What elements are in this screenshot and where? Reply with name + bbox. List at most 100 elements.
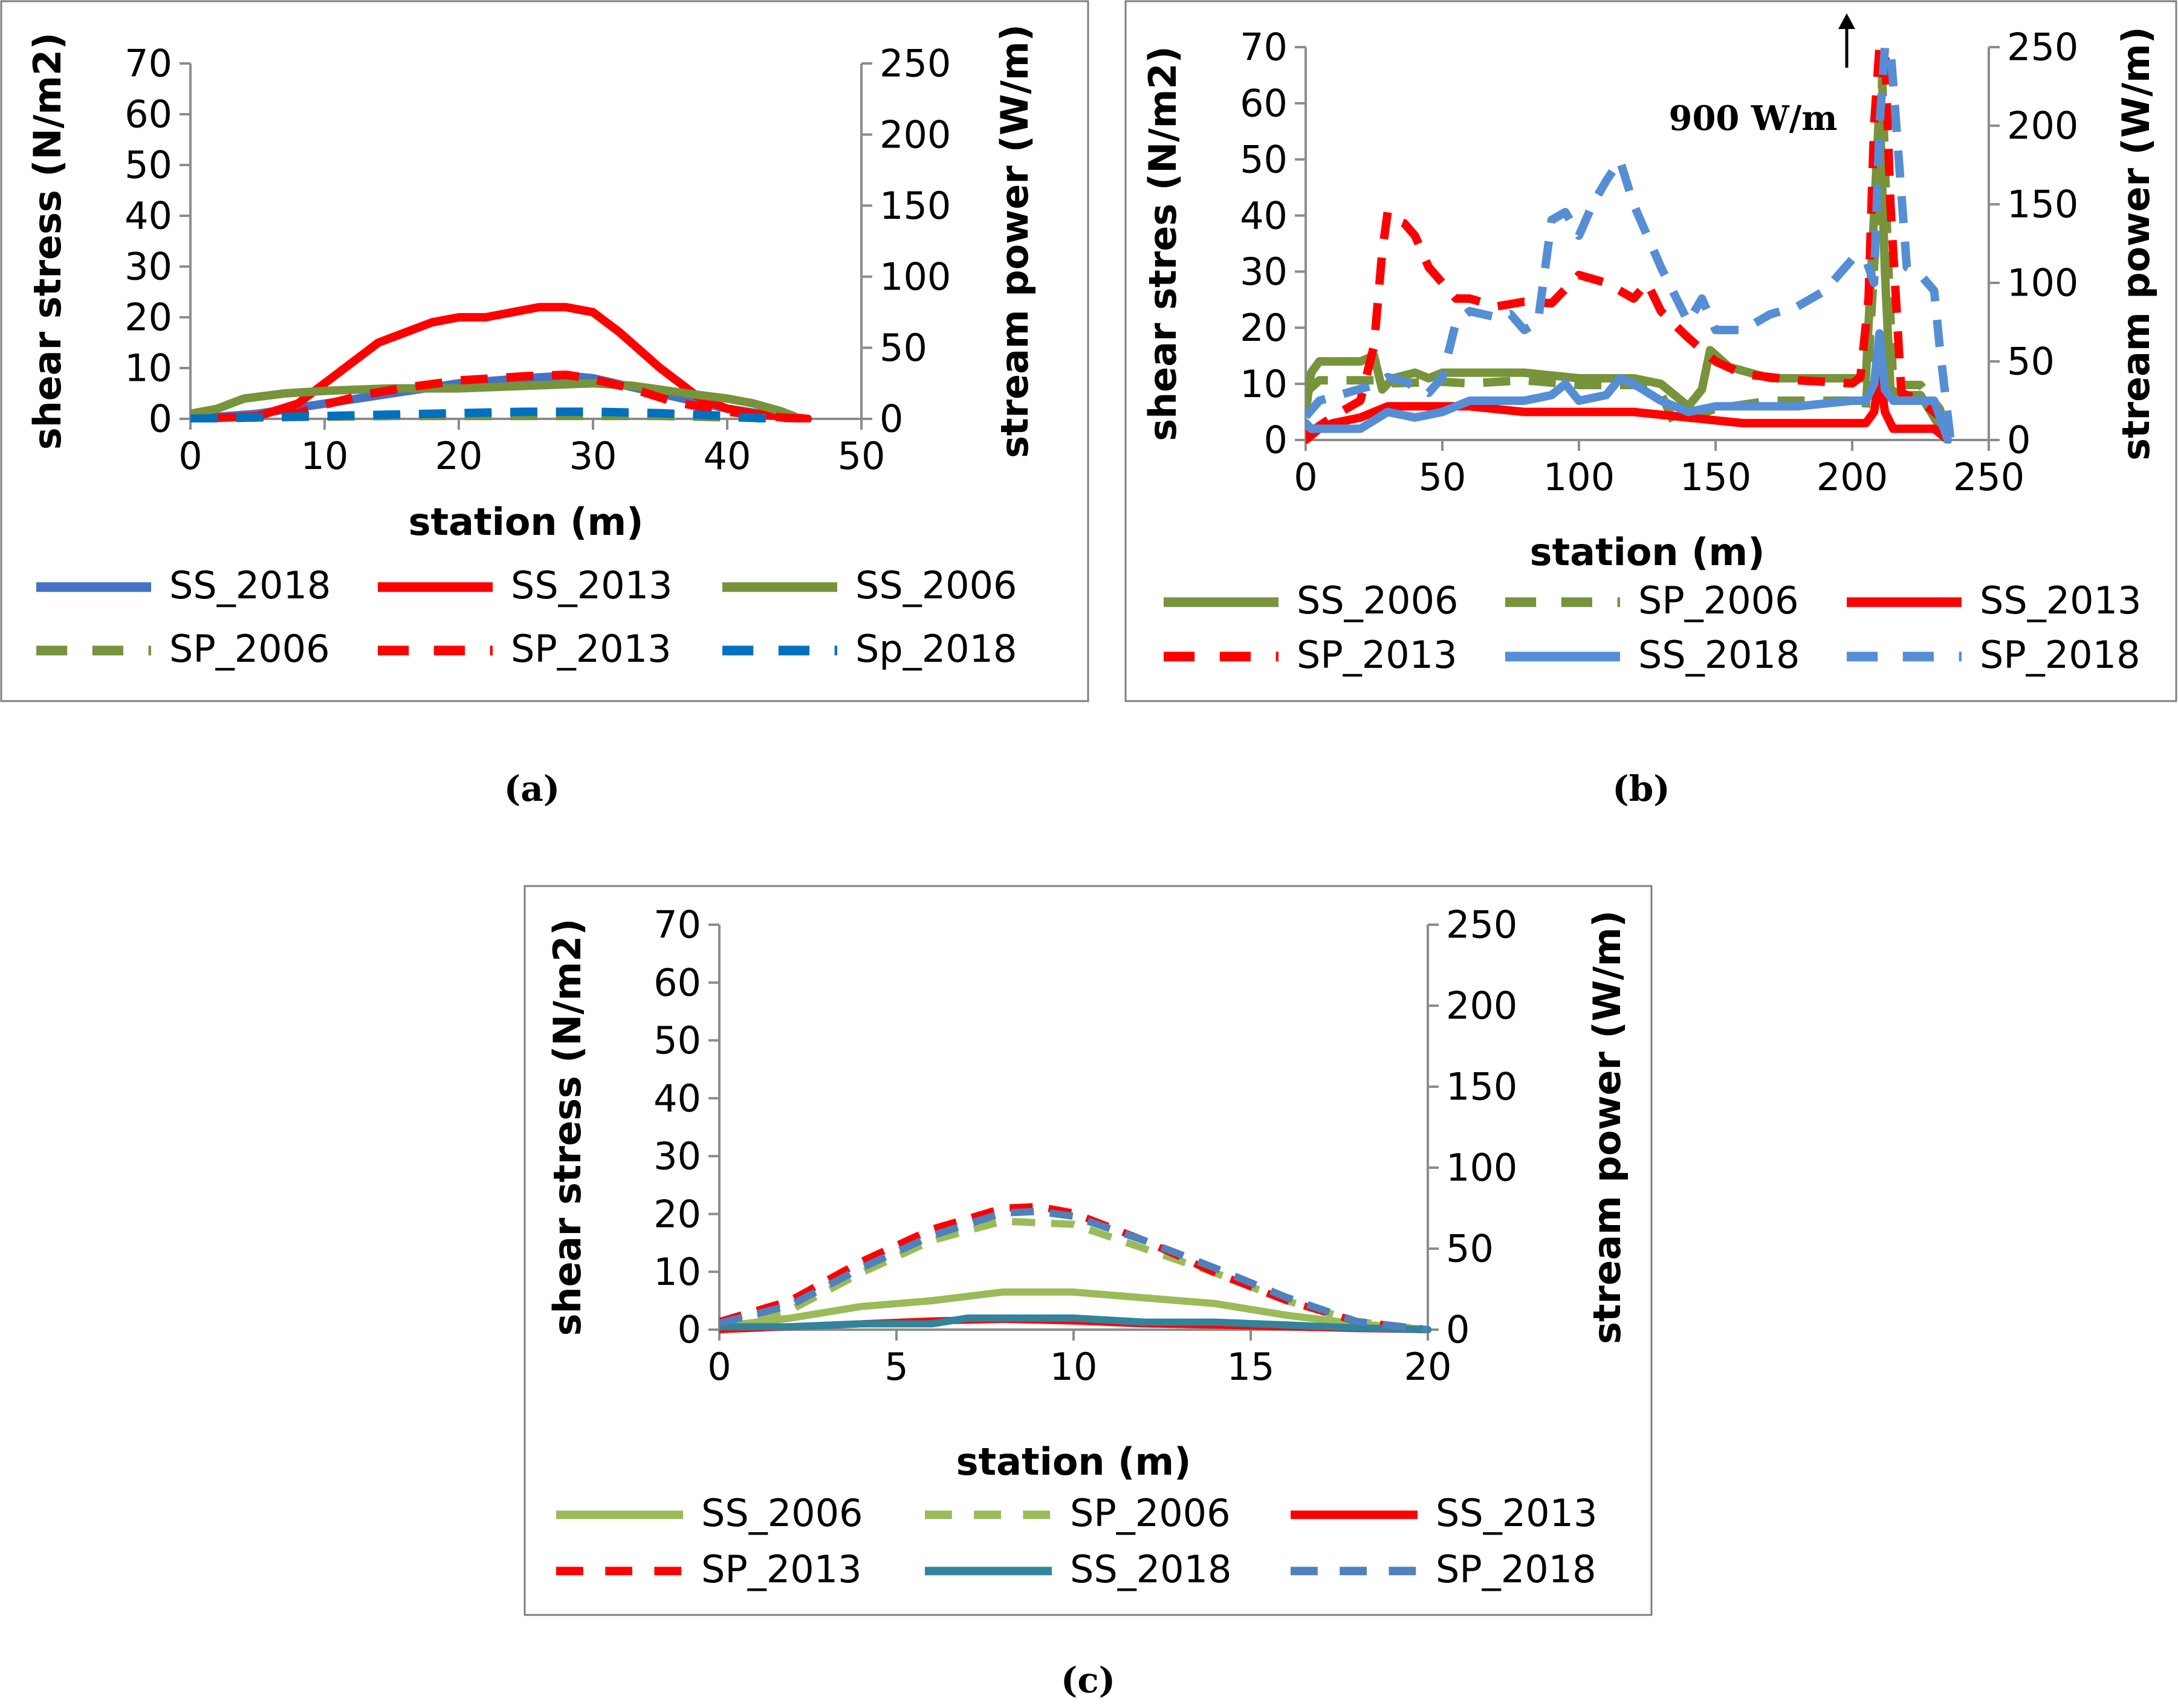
x-tick-label: 0 — [707, 1345, 731, 1389]
y-axis-title: shear stres (N/m2) — [1141, 46, 1185, 441]
legend-label: SS_2013 — [1980, 578, 2142, 623]
y2-tick-label: 250 — [1446, 903, 1517, 947]
legend-label: SP_2006 — [169, 627, 330, 671]
legend-label: SS_2013 — [1436, 1491, 1598, 1535]
x-axis-title: station (m) — [956, 1440, 1191, 1484]
chart-frame — [1124, 0, 2177, 702]
y2-tick-label: 100 — [2007, 261, 2078, 305]
y-tick-label: 20 — [653, 1192, 701, 1236]
series-line-ss-2018 — [719, 1314, 1431, 1333]
x-tick-label: 10 — [1050, 1345, 1098, 1389]
x-tick-label: 100 — [1543, 455, 1615, 499]
y-tick-label: 10 — [653, 1250, 701, 1294]
series-line-sp-2018 — [719, 1208, 1428, 1333]
series-line-ss-2013 — [1306, 368, 1953, 444]
legend-label: SP_2018 — [1980, 633, 2141, 677]
x-tick-label: 250 — [1953, 455, 2024, 499]
series-line-sp-2006 — [719, 1217, 1428, 1333]
y-tick-label: 70 — [1240, 25, 1288, 70]
y-tick-label: 40 — [1240, 193, 1288, 238]
panel-caption: (c) — [1061, 1660, 1115, 1701]
x-tick-label: 20 — [1404, 1345, 1452, 1389]
series-group — [719, 1203, 1431, 1333]
x-tick-label: 0 — [1294, 455, 1317, 499]
series-line-sp-2013 — [190, 370, 808, 422]
x-tick-label: 50 — [838, 434, 886, 478]
legend-label: SS_2006 — [701, 1491, 863, 1535]
legend-label: SP_2013 — [701, 1547, 862, 1591]
series-line-sp-2018 — [1306, 44, 1955, 441]
y2-tick-label: 200 — [880, 112, 951, 157]
y-axis-title: shear stress (N/m2) — [545, 919, 589, 1336]
y2-tick-label: 200 — [2007, 104, 2078, 148]
y2-tick-label: 0 — [2007, 418, 2031, 462]
legend-label: SS_2013 — [511, 563, 673, 607]
y2-axis-title: stream power (W/m) — [993, 24, 1037, 458]
series-line-ss-2006 — [719, 1288, 1431, 1333]
y2-tick-label: 0 — [1446, 1308, 1470, 1352]
y-tick-label: 50 — [1240, 137, 1288, 181]
y2-tick-label: 0 — [880, 397, 903, 441]
series-group — [190, 303, 812, 422]
y-tick-label: 30 — [125, 245, 172, 289]
y2-tick-label: 200 — [1446, 984, 1517, 1028]
y2-axis-title: stream power (W/m) — [2114, 27, 2158, 461]
series-line-sp-2013 — [719, 1203, 1428, 1333]
legend-label: SP_2006 — [1070, 1491, 1231, 1535]
y-tick-label: 40 — [125, 194, 172, 238]
series-line-ss-2006 — [190, 379, 799, 421]
series-line-ss-2018 — [1306, 329, 1953, 444]
legend-label: SS_2018 — [1070, 1547, 1232, 1591]
y2-axis-title: stream power (W/m) — [1585, 910, 1629, 1344]
y-tick-label: 70 — [125, 42, 172, 86]
y2-tick-label: 150 — [2007, 183, 2078, 227]
x-tick-label: 200 — [1817, 455, 1888, 499]
x-tick-label: 50 — [1419, 455, 1467, 499]
legend-label: SP_2006 — [1638, 578, 1799, 623]
annotation-arrow-head — [1838, 13, 1855, 29]
legend-label: SP_2018 — [1436, 1547, 1596, 1591]
x-tick-label: 0 — [178, 434, 202, 478]
y-tick-label: 50 — [653, 1018, 701, 1063]
y2-tick-label: 50 — [1446, 1227, 1494, 1271]
legend-label: SS_2006 — [1297, 578, 1459, 623]
y2-tick-label: 100 — [1446, 1146, 1517, 1190]
panel-caption: (b) — [1612, 768, 1670, 809]
x-tick-label: 40 — [704, 434, 751, 478]
y-tick-label: 40 — [653, 1076, 701, 1121]
legend-label: SS_2006 — [855, 563, 1017, 607]
y-tick-label: 0 — [149, 397, 172, 441]
legend-label: SS_2018 — [169, 563, 331, 607]
panel-caption: (a) — [504, 768, 560, 809]
chart-frame — [0, 0, 1089, 702]
annotation-label: 900 W/m — [1669, 99, 1838, 138]
y2-tick-label: 150 — [880, 184, 951, 228]
chart-frame — [523, 885, 1653, 1616]
y-tick-label: 0 — [678, 1308, 701, 1352]
y2-tick-label: 250 — [880, 42, 951, 86]
y-tick-label: 0 — [1264, 418, 1288, 462]
x-axis-title: station (m) — [1530, 530, 1765, 574]
y-axis-title: shear stress (N/m2) — [25, 33, 70, 450]
y2-tick-label: 50 — [880, 326, 927, 370]
y-tick-label: 20 — [125, 296, 172, 340]
x-tick-label: 5 — [884, 1345, 908, 1389]
x-tick-label: 30 — [569, 434, 617, 478]
y2-tick-label: 50 — [2007, 340, 2055, 384]
series-line-ss-2006 — [1306, 99, 1953, 444]
y2-tick-label: 250 — [2007, 25, 2078, 70]
series-line-sp-2018 — [190, 407, 768, 422]
y-tick-label: 60 — [1240, 82, 1288, 126]
y2-tick-label: 100 — [880, 255, 951, 299]
legend-label: SP_2013 — [1297, 633, 1457, 677]
legend-label: SP_2013 — [511, 627, 672, 671]
y-tick-label: 50 — [125, 143, 172, 187]
x-axis-title: station (m) — [409, 500, 644, 544]
series-line-ss-2013 — [190, 303, 812, 422]
x-tick-label: 150 — [1680, 455, 1751, 499]
y-tick-label: 70 — [653, 903, 701, 947]
series-group — [1306, 44, 1955, 444]
